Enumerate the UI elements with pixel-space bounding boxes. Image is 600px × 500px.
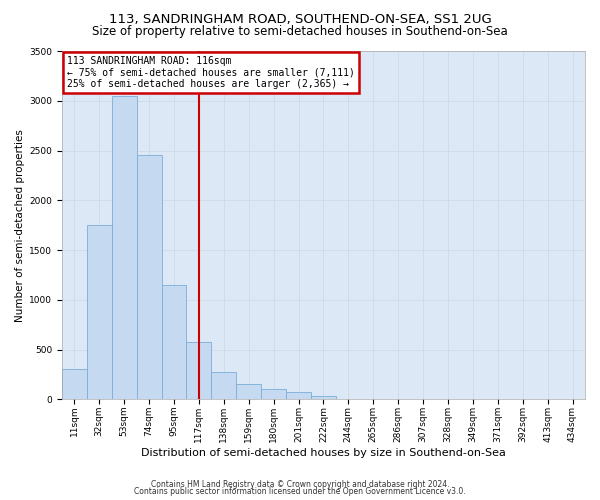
- Bar: [62, 370, 87, 400]
- Text: 113, SANDRINGHAM ROAD, SOUTHEND-ON-SEA, SS1 2UG: 113, SANDRINGHAM ROAD, SOUTHEND-ON-SEA, …: [109, 12, 491, 26]
- Text: 113 SANDRINGHAM ROAD: 116sqm
← 75% of semi-detached houses are smaller (7,111)
2: 113 SANDRINGHAM ROAD: 116sqm ← 75% of se…: [67, 56, 355, 90]
- Bar: [137, 156, 161, 400]
- X-axis label: Distribution of semi-detached houses by size in Southend-on-Sea: Distribution of semi-detached houses by …: [141, 448, 506, 458]
- Y-axis label: Number of semi-detached properties: Number of semi-detached properties: [15, 128, 25, 322]
- Text: Size of property relative to semi-detached houses in Southend-on-Sea: Size of property relative to semi-detach…: [92, 25, 508, 38]
- Bar: [236, 384, 261, 400]
- Bar: [112, 96, 137, 400]
- Bar: [286, 392, 311, 400]
- Text: Contains public sector information licensed under the Open Government Licence v3: Contains public sector information licen…: [134, 487, 466, 496]
- Bar: [187, 342, 211, 400]
- Text: Contains HM Land Registry data © Crown copyright and database right 2024.: Contains HM Land Registry data © Crown c…: [151, 480, 449, 489]
- Bar: [87, 225, 112, 400]
- Bar: [211, 372, 236, 400]
- Bar: [261, 390, 286, 400]
- Bar: [311, 396, 336, 400]
- Bar: [161, 285, 187, 400]
